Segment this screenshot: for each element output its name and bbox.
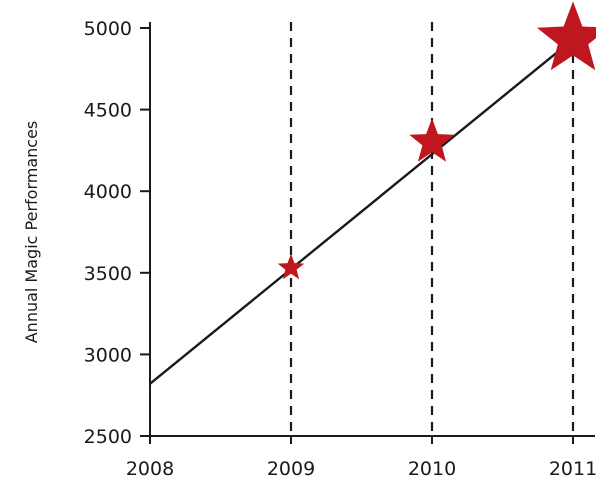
- star-marker-2010: [409, 118, 455, 162]
- y-tick-label-4000: 4000: [84, 181, 132, 203]
- markers: [277, 1, 596, 280]
- y-tick-label-3500: 3500: [84, 263, 132, 285]
- x-tick-label-2008: 2008: [126, 458, 174, 480]
- x-tick-label-2009: 2009: [267, 458, 315, 480]
- tick-labels: 2500 3000 3500 4000 4500 5000 2008 2009 2010 2011: [84, 18, 596, 480]
- grid-lines: [289, 22, 575, 436]
- y-tick-label-5000: 5000: [84, 18, 132, 40]
- y-tick-label-4500: 4500: [84, 100, 132, 122]
- y-tick-label-2500: 2500: [84, 426, 132, 448]
- series-line-0: [149, 38, 574, 385]
- series: [149, 38, 574, 385]
- axes: [140, 22, 595, 444]
- star-marker-2009: [277, 253, 305, 280]
- star-marker-2011: [536, 1, 596, 71]
- y-tick-label-3000: 3000: [84, 344, 132, 366]
- x-tick-label-2011: 2011: [549, 458, 596, 480]
- y-axis-title: Annual Magic Performances: [22, 121, 41, 344]
- x-tick-label-2010: 2010: [408, 458, 456, 480]
